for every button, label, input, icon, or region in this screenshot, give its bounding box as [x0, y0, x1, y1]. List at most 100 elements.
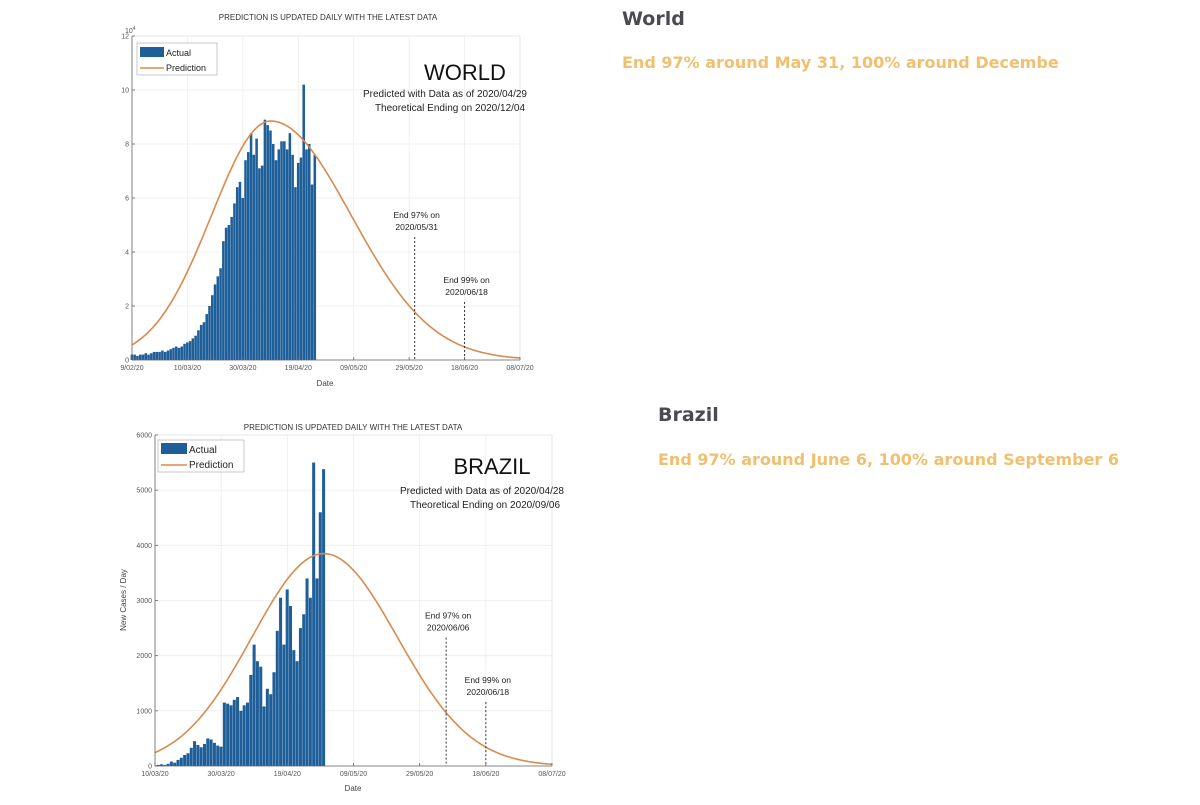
actual-bar	[274, 160, 278, 360]
actual-bar	[255, 661, 259, 766]
y-tick-label: 10	[121, 88, 129, 95]
x-tick-label: 09/05/20	[340, 365, 367, 372]
actual-bar	[245, 702, 250, 766]
annotation-label: End 99% on	[443, 275, 490, 285]
actual-bar	[193, 741, 197, 766]
actual-bar	[288, 606, 293, 766]
actual-bar	[199, 747, 203, 766]
actual-bar	[252, 154, 256, 360]
actual-bar	[196, 745, 200, 766]
brazil-chart-title: PREDICTION IS UPDATED DAILY WITH THE LAT…	[244, 423, 463, 432]
actual-bar	[244, 160, 247, 360]
y-tick-label: 12	[121, 34, 129, 41]
actual-bar	[275, 630, 279, 766]
y-tick-label: 5000	[136, 488, 152, 495]
actual-bar	[288, 133, 292, 360]
brazil-annotations: End 97% on 2020/06/06 End 99% on 2020/06/18	[425, 611, 511, 766]
world-heading: World	[622, 8, 685, 30]
actual-bar	[269, 130, 272, 360]
actual-bar	[180, 346, 184, 360]
y-tick-label: 3000	[136, 598, 152, 605]
x-tick-label: 29/05/20	[406, 771, 433, 778]
actual-bar	[259, 666, 263, 766]
actual-bar	[163, 351, 167, 360]
actual-bar	[266, 125, 269, 360]
actual-bar	[208, 306, 211, 360]
brazil-grid	[154, 434, 553, 767]
actual-bar	[226, 703, 230, 766]
actual-bar	[206, 738, 210, 766]
actual-bar	[197, 330, 200, 360]
y-tick-label: 4	[125, 250, 129, 257]
actual-bar	[144, 353, 148, 360]
actual-bar	[249, 133, 253, 360]
brazil-legend: Actual Prediction	[157, 439, 245, 473]
actual-bar	[318, 512, 322, 766]
legend-actual-label: Actual	[166, 48, 191, 58]
annotation-label: End 97% on	[425, 611, 472, 621]
actual-bar	[150, 353, 153, 360]
actual-bar	[249, 674, 253, 766]
actual-bar	[174, 346, 178, 360]
x-tick-label: 30/03/20	[208, 771, 235, 778]
actual-bar	[166, 350, 170, 360]
world-chart: End 97% on 2020/05/31 End 99% on 2020/06/18…	[95, 0, 555, 395]
actual-bar	[156, 764, 160, 766]
actual-bar	[212, 742, 216, 766]
actual-bar	[302, 614, 306, 766]
actual-bar	[147, 354, 150, 360]
actual-bar	[299, 157, 303, 360]
actual-bar	[202, 322, 206, 360]
actual-bar	[186, 753, 190, 766]
actual-bar	[176, 759, 180, 766]
actual-bar	[313, 154, 317, 360]
actual-bar	[258, 168, 261, 360]
actual-bar	[322, 469, 326, 766]
actual-bar	[292, 650, 296, 766]
actual-bar	[216, 745, 220, 766]
actual-bar	[166, 763, 170, 766]
actual-bar	[255, 138, 258, 360]
actual-bar	[283, 141, 286, 360]
y-tick-label: 6000	[136, 433, 152, 440]
actual-bar	[209, 739, 213, 766]
actual-bar	[285, 589, 289, 766]
brazil-x-axis-label: Date	[345, 784, 362, 793]
world-theoretical-ending: Theoretical Ending on 2020/12/04	[375, 103, 526, 114]
actual-bar	[305, 149, 308, 360]
brazil-y-axis-label: New Cases / Day	[119, 569, 128, 631]
actual-bar	[189, 747, 193, 766]
world-chart-title: PREDICTION IS UPDATED DAILY WITH THE LAT…	[219, 13, 438, 22]
actual-bar	[242, 705, 246, 766]
actual-bar	[205, 314, 208, 360]
y-tick-label: 0	[148, 764, 152, 771]
actual-bar	[277, 149, 281, 360]
actual-bar	[239, 710, 243, 766]
world-prediction-line-group	[131, 120, 520, 359]
y-tick-label: 2	[125, 304, 129, 311]
prediction-line	[131, 120, 520, 359]
brazil-chart-svg: End 97% on 2020/06/06 End 99% on 2020/06/18…	[119, 423, 566, 793]
actual-bar	[280, 141, 283, 360]
actual-bar	[302, 84, 305, 360]
annotation-date: 2020/05/31	[395, 222, 438, 232]
actual-bar	[295, 661, 299, 766]
actual-bar	[210, 295, 214, 360]
actual-bar	[177, 347, 181, 360]
annotation-date: 2020/06/18	[467, 687, 510, 697]
y-tick-label: 4000	[136, 543, 152, 550]
annotation-date: 2020/06/18	[445, 287, 488, 297]
actual-bar	[158, 351, 161, 360]
actual-bar	[315, 578, 319, 766]
legend-actual-swatch	[161, 443, 187, 454]
x-tick-label: 10/03/20	[141, 771, 168, 778]
actual-bar	[179, 757, 183, 766]
actual-bar	[236, 697, 240, 766]
actual-bar	[163, 764, 167, 766]
annotation-label: End 99% on	[465, 675, 512, 685]
annotation-date: 2020/06/06	[427, 623, 470, 633]
brazil-chart: End 97% on 2020/06/06 End 99% on 2020/06/18…	[100, 410, 570, 800]
actual-bar	[194, 335, 197, 360]
world-annotations: End 97% on 2020/05/31 End 99% on 2020/06/18	[394, 210, 490, 360]
actual-bar	[173, 762, 177, 766]
